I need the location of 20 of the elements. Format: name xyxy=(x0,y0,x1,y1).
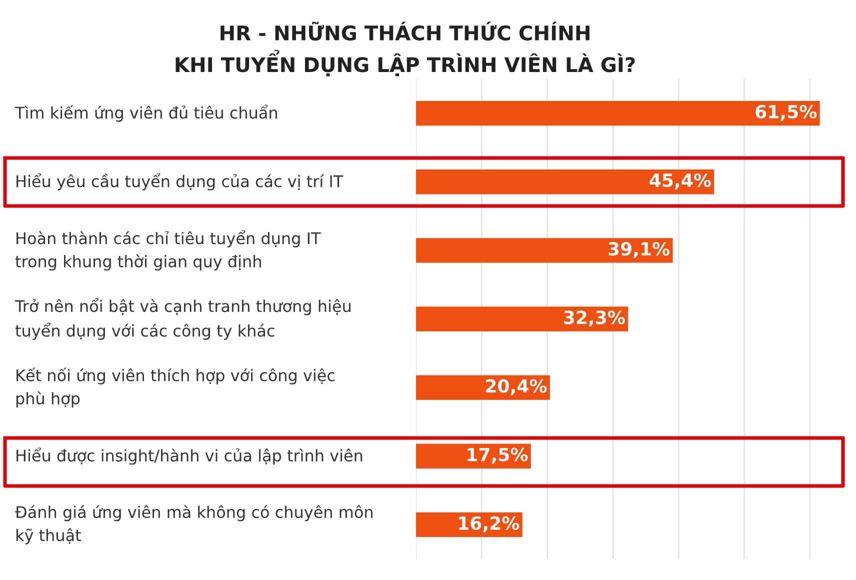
bar xyxy=(416,238,673,263)
y-tick-label: Kết nối ứng viên thích hợp với công việc phù hợp xyxy=(16,368,334,408)
data-label: 17,5% xyxy=(468,448,528,464)
bar xyxy=(416,100,820,126)
data-label: 16,2% xyxy=(459,516,520,532)
bar xyxy=(416,375,550,400)
y-tick-label: Trở nên nổi bật và cạnh tranh thương hiệu tuyển dụng với các công ty khác xyxy=(14,298,350,340)
bar xyxy=(416,170,714,194)
y-tick-label: Tìm kiếm ứng viên đủ tiêu chuẩn xyxy=(14,104,278,122)
y-tick-label: Đánh giá ứng viên mà không có chuyên môn kỹ thuật xyxy=(15,505,372,544)
y-tick-label: Hiểu được insight/hành vi của lập trình viên xyxy=(16,448,362,465)
y-tick-label: Hoàn thành các chỉ tiêu tuyển dụng IT trong khung thời gian quy định xyxy=(15,230,321,271)
data-label: 61,5% xyxy=(756,104,817,121)
data-label: 20,4% xyxy=(486,379,547,396)
chart-title: HR - NHỮNG THÁCH THỨC CHÍNH KHI TUYỂN DỤNG LẬP TRÌNH VIÊN LÀ GÌ? xyxy=(176,22,635,76)
y-tick-label: Hiểu yêu cầu tuyển dụng của các vị trí IT xyxy=(16,173,344,190)
bar xyxy=(416,306,628,332)
data-label: 45,4% xyxy=(650,173,711,190)
data-label: 39,1% xyxy=(608,242,670,258)
data-label: 32,3% xyxy=(564,310,625,327)
